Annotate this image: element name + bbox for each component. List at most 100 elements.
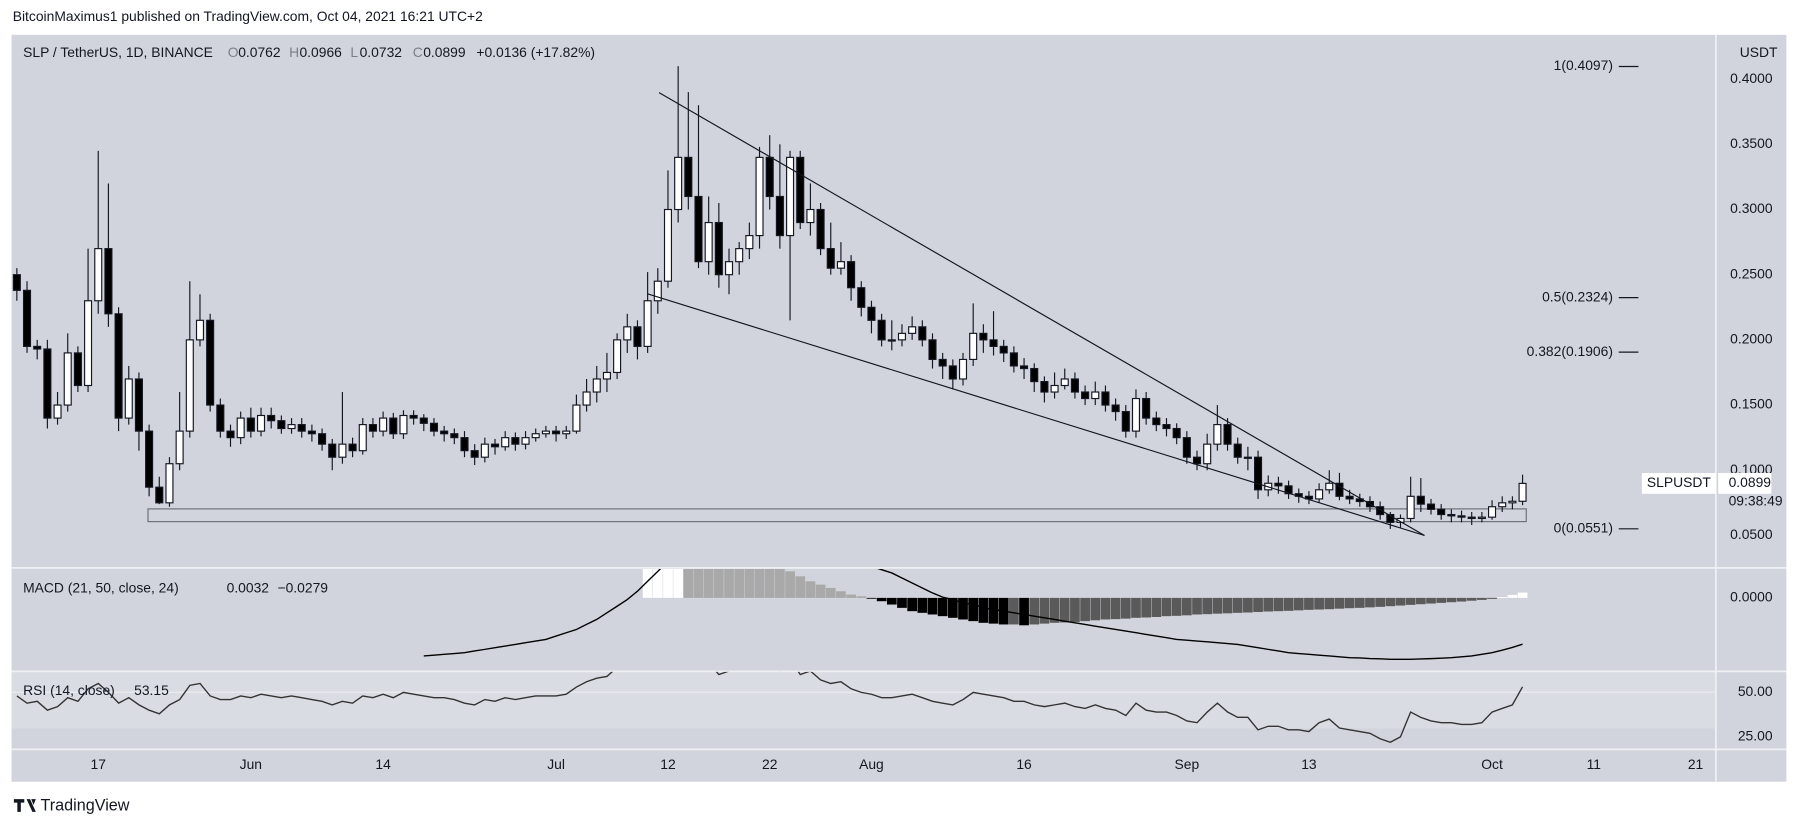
candle-body [592, 378, 601, 393]
candle-body [1508, 500, 1517, 504]
macd-histogram-bar [1334, 597, 1345, 609]
candle-body [53, 404, 62, 419]
macd-histogram-bar [947, 597, 958, 618]
candle-body [1498, 502, 1507, 508]
candle-body [1213, 424, 1222, 445]
candle-body [541, 430, 550, 435]
macd-histogram-bar [866, 597, 877, 599]
x-tick-label: Aug [859, 756, 884, 772]
candle-body [84, 300, 93, 387]
candle-body [521, 437, 530, 445]
candle-body [256, 414, 266, 432]
x-tick-label: 14 [375, 756, 391, 772]
x-tick-label: 13 [1301, 756, 1317, 772]
macd-histogram-bar [1436, 597, 1447, 603]
support-box [147, 508, 1527, 523]
macd-histogram-bar [673, 569, 684, 598]
candle-body [735, 248, 744, 263]
macd-histogram-bar [1192, 597, 1202, 615]
macd-histogram-bar [1426, 597, 1436, 604]
macd-histogram-bar [825, 587, 836, 598]
x-tick-label: 12 [660, 756, 676, 772]
candle-body [104, 248, 113, 315]
y-tick-label: 0.3500 [1730, 135, 1773, 151]
macd-histogram-bar [1365, 597, 1375, 608]
ohlc-change: +0.0136 (+17.82%) [476, 44, 595, 60]
candle-body [979, 332, 988, 341]
candle-body [1416, 495, 1425, 505]
x-tick-label: 11 [1587, 756, 1602, 772]
chart-background [11, 34, 1787, 782]
candle-body [63, 352, 72, 406]
macd-title: MACD (21, 50, close, 24) [23, 579, 179, 595]
macd-histogram-bar [1202, 597, 1213, 615]
macd-histogram-bar [1009, 597, 1019, 625]
macd-histogram-bar [1141, 597, 1151, 618]
macd-histogram-bar [1070, 597, 1080, 622]
rsi-title: RSI (14, close) [23, 682, 115, 698]
candle-body [1243, 456, 1252, 459]
candle-body [928, 339, 937, 361]
candle-body [1009, 352, 1018, 367]
candle-body [368, 424, 377, 432]
macd-histogram-bar [1304, 597, 1314, 610]
candle-body [307, 430, 316, 435]
macd-histogram-bar [1080, 597, 1090, 622]
candle-body [867, 306, 876, 321]
candle-body [277, 420, 286, 430]
candle-body [440, 430, 449, 435]
last-price-box [1718, 472, 1772, 494]
macd-histogram-bar [958, 597, 968, 620]
candle-body [755, 156, 764, 237]
candle-body [1060, 378, 1069, 387]
candle-body [480, 443, 489, 458]
candle-body [908, 326, 917, 334]
macd-histogram-bar [1131, 597, 1141, 618]
macd-histogram-bar [1395, 597, 1406, 606]
candle-body [94, 248, 103, 302]
candle-body [1376, 506, 1385, 516]
ohlc-letter: O [228, 44, 239, 60]
macd-histogram-bar [836, 591, 846, 598]
macd-histogram-bar [1273, 597, 1284, 612]
ohlc-letter: C [413, 44, 423, 60]
candle-body [948, 365, 957, 380]
x-tick-label: Jun [240, 756, 262, 772]
macd-histogram-bar [846, 594, 856, 598]
macd-histogram-bar [703, 569, 714, 598]
candle-body [1203, 443, 1212, 465]
candle-body [73, 352, 82, 387]
candle-body [328, 443, 337, 458]
candle-body [1437, 508, 1446, 516]
macd-histogram-bar [1029, 597, 1040, 625]
macd-histogram-bar [1171, 597, 1182, 616]
ohlc-open: 0.0762 [238, 44, 281, 60]
candle-body [786, 156, 795, 237]
y-tick-label: 0.0500 [1730, 526, 1773, 542]
candle-body [12, 274, 21, 291]
candle-body [1406, 495, 1415, 520]
macd-histogram-bar [1253, 597, 1263, 613]
candle-body [338, 443, 347, 458]
footer-brand: TradingView [40, 796, 129, 814]
macd-histogram-bar [968, 597, 979, 622]
candle-body [1488, 506, 1497, 518]
candle-body [1121, 410, 1130, 432]
macd-histogram-bar [1039, 597, 1050, 624]
candle-body [501, 437, 510, 448]
last-price-label: 0.0899 [1729, 474, 1772, 490]
candle-body [185, 339, 194, 432]
macd-histogram-bar [683, 569, 694, 598]
candle-body [775, 195, 784, 237]
candle-body [552, 430, 561, 435]
macd-histogram-bar [1120, 597, 1131, 619]
macd-histogram-bar [1477, 597, 1487, 600]
macd-histogram-bar [1059, 597, 1070, 623]
candle-body [1447, 513, 1456, 517]
macd-histogram-bar [1415, 597, 1426, 605]
candle-body [765, 156, 774, 198]
trend-line-upper [658, 92, 1425, 536]
candle-body [572, 404, 581, 432]
candle-body [836, 261, 845, 269]
macd-histogram-bar [1344, 597, 1355, 609]
